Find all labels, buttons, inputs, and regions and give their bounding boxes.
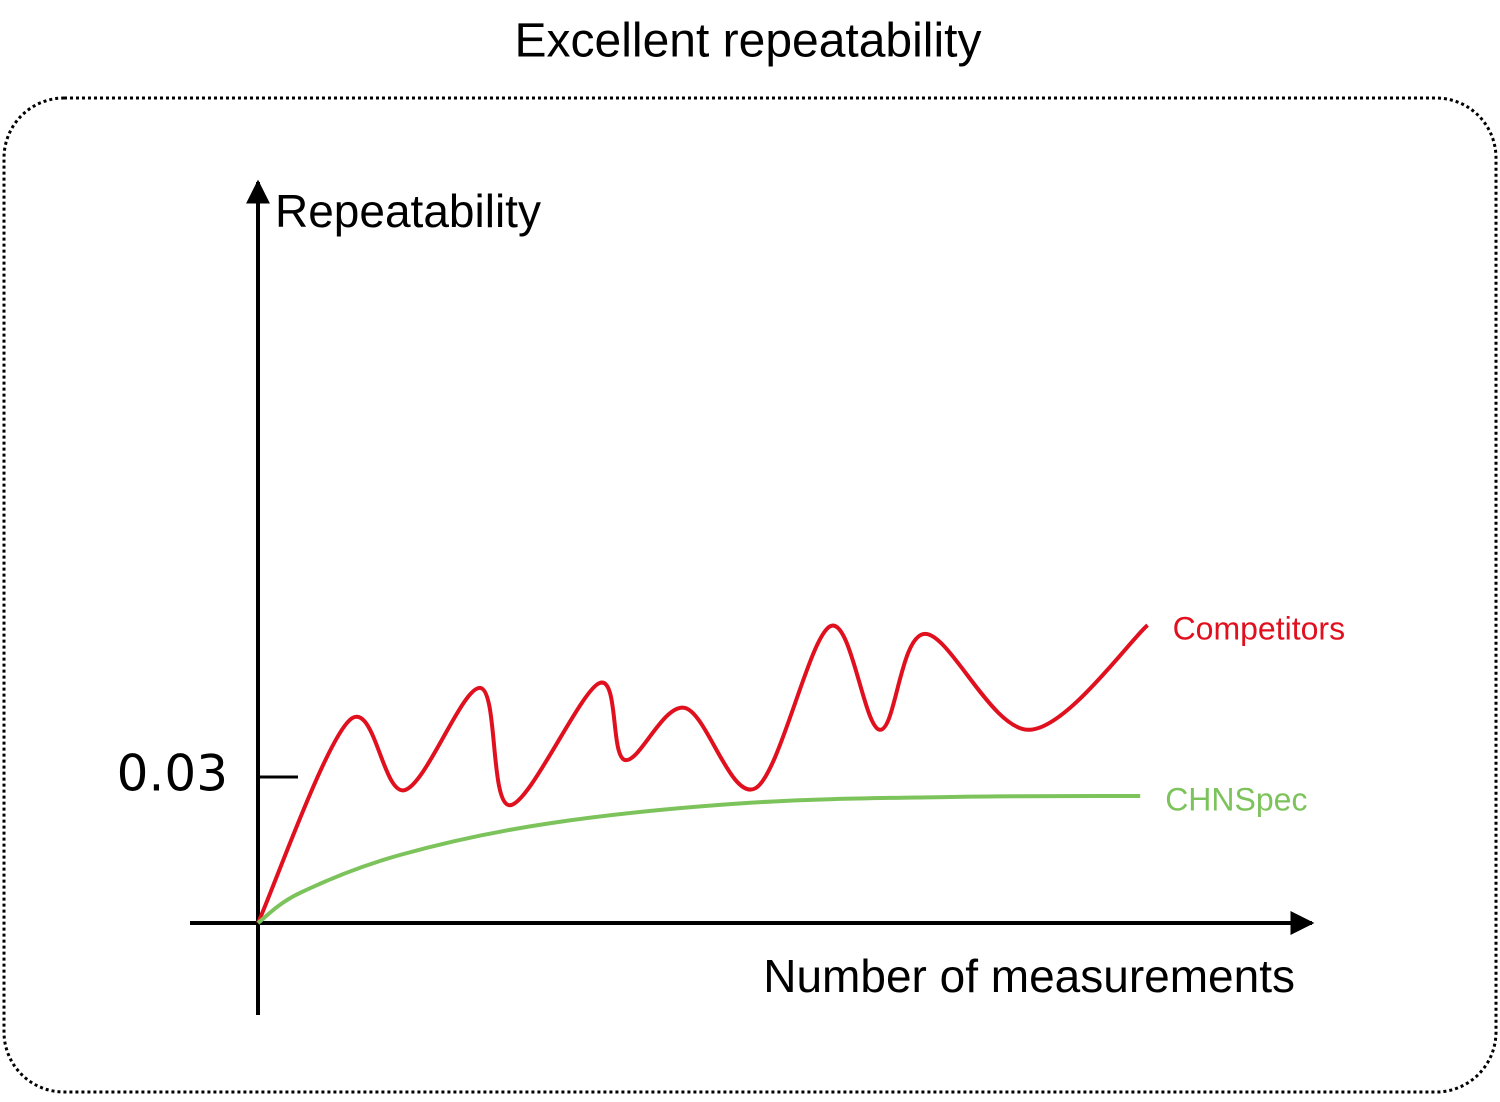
- chart-title: Excellent repeatability: [515, 15, 982, 68]
- legend-label: Competitors: [1173, 611, 1346, 647]
- x-axis-label: Number of measurements: [763, 950, 1295, 1002]
- legend-label: CHNSpec: [1165, 781, 1307, 817]
- series-line: [256, 793, 1141, 925]
- frame: [2, 96, 1498, 1094]
- y-axis-label: Repeatability: [275, 185, 541, 237]
- y-tick-label: 0.03: [117, 745, 228, 803]
- series-line: [256, 623, 1149, 924]
